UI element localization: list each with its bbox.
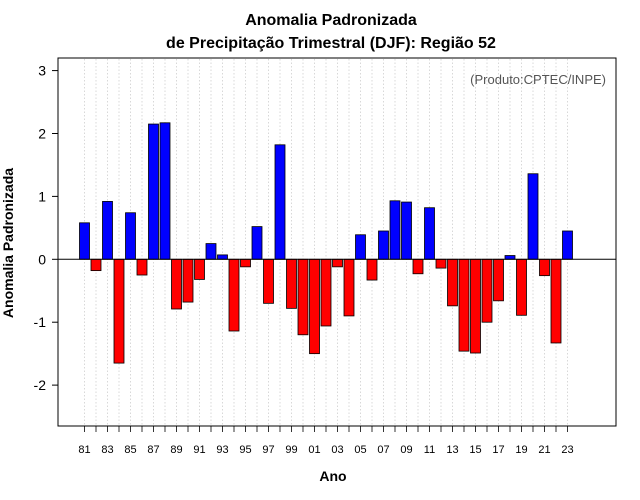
x-axis: 81 83 85 87 89 91 93 95 97 99 01 03 05 07 09 11 13 15 17 19… [78,426,574,456]
bar-89 [171,258,182,310]
bar-83 [102,201,113,260]
bar-01 [309,258,320,355]
bar-11 [424,207,435,260]
bar-84 [113,258,125,364]
bar-08 [389,200,401,260]
x-tick-label: 19 [515,444,527,456]
x-tick-label: 85 [124,444,136,456]
x-tick-label: 05 [354,444,366,456]
x-tick-label: 01 [308,444,320,456]
bar-17 [493,258,504,302]
bar-05 [355,234,366,260]
bar-04 [343,258,355,317]
bar-99 [286,258,297,309]
y-tick-label: 0 [38,251,46,267]
y-tick-label: 3 [38,63,46,79]
bar-85 [125,212,136,260]
bar-12 [435,258,447,269]
x-tick-label: 15 [469,444,481,456]
bar-88 [159,122,171,260]
bar-14 [458,258,470,352]
x-tick-label: 07 [377,444,389,456]
y-axis: -2 -1 0 1 2 3 [34,63,58,393]
bar-19 [516,258,527,316]
x-tick-label: 93 [216,444,228,456]
chart-title-line2: de Precipitação Trimestral (DJF): Região… [166,35,496,52]
x-axis-label: Ano [319,468,346,484]
bar-07 [378,230,389,260]
bars-layer [79,122,573,364]
bar-06 [366,258,378,281]
x-tick-label: 13 [446,444,458,456]
x-tick-label: 95 [239,444,251,456]
bar-91 [194,258,205,280]
x-tick-label: 21 [538,444,550,456]
x-tick-label: 97 [262,444,274,456]
bar-21 [539,258,550,277]
y-tick-label: 2 [38,125,46,141]
bar-23 [562,230,573,260]
chart-title-line1: Anomalia Padronizada [245,12,417,29]
bar-98 [274,144,286,260]
x-tick-label: 83 [101,444,113,456]
bar-94 [228,258,240,332]
bar-95 [240,258,251,268]
plot-frame [57,57,617,427]
bar-90 [182,258,194,303]
bar-15 [470,258,481,354]
x-tick-label: 03 [331,444,343,456]
bar-93 [217,254,228,260]
bar-86 [136,258,148,276]
x-tick-label: 17 [492,444,504,456]
x-tick-label: 81 [78,444,90,456]
bar-09 [401,201,412,260]
y-tick-label: -2 [34,377,47,393]
y-axis-label: Anomalia Padronizada [0,168,16,318]
x-tick-label: 89 [170,444,182,456]
bar-97 [263,258,274,304]
bar-20 [527,173,539,260]
bar-96 [251,226,263,260]
x-tick-label: 91 [193,444,205,456]
bar-16 [481,258,493,323]
bar-03 [332,258,343,268]
x-tick-label: 11 [424,444,435,456]
bar-00 [297,258,309,336]
bar-82 [90,258,102,272]
y-tick-label: 1 [38,188,46,204]
x-tick-label: 09 [400,444,412,456]
bar-81 [79,222,90,260]
x-tick-label: 99 [285,444,297,456]
bar-10 [412,258,424,275]
x-tick-label: 23 [561,444,573,456]
credit-label: (Produto:CPTEC/INPE) [470,72,606,87]
bar-87 [148,123,159,260]
bar-92 [205,243,217,260]
bar-02 [320,258,332,327]
bar-18 [504,255,516,260]
bar-13 [447,258,458,307]
bar-22 [550,258,562,344]
x-tick-label: 87 [147,444,159,456]
y-tick-label: -1 [34,314,47,330]
